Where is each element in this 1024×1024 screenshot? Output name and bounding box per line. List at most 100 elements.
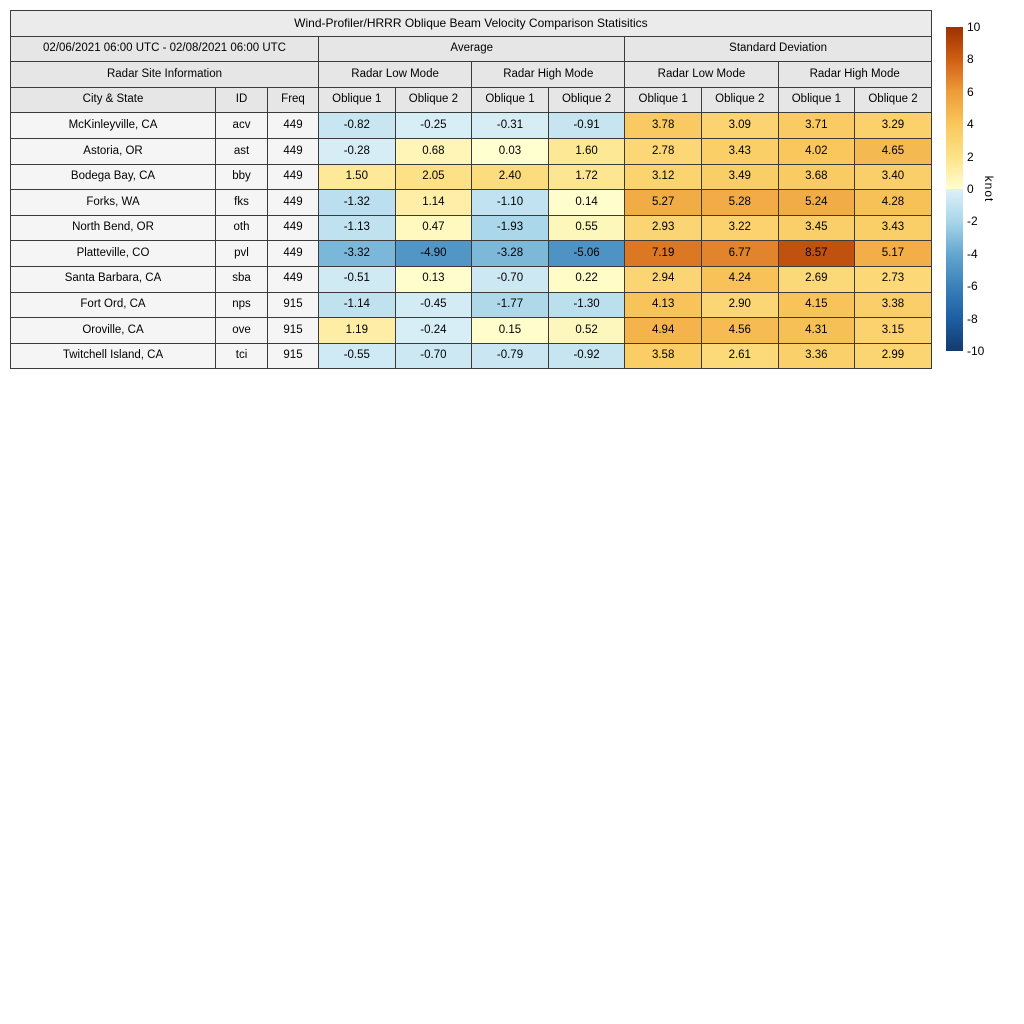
avg-low-oblique2-cell: 2.05 xyxy=(394,163,473,191)
avg-low-oblique1-cell: -1.13 xyxy=(318,214,396,242)
colorbar-tick-label: -6 xyxy=(967,279,978,294)
avg-high-mode-header: Radar High Mode xyxy=(471,61,626,88)
std-low-oblique1-cell: 2.94 xyxy=(624,265,702,293)
std-low-oblique2-cell: 2.61 xyxy=(700,342,779,370)
radar-site-info-header: Radar Site Information xyxy=(10,61,319,88)
table-row: Platteville, CO pvl 449 -3.32 -4.90 -3.28 -5.0… xyxy=(10,240,932,267)
avg-high-oblique2-cell: -1.30 xyxy=(547,291,626,319)
avg-low-oblique1-cell: -0.55 xyxy=(318,342,396,370)
std-high-oblique2-cell: 3.43 xyxy=(854,214,932,242)
avg-high-oblique2-cell: 1.72 xyxy=(547,163,626,191)
id-cell: nps xyxy=(215,291,268,319)
colorbar-tick-label: -8 xyxy=(967,311,978,326)
std-low-oblique1-cell: 4.13 xyxy=(624,291,702,319)
colorbar-gradient xyxy=(946,27,963,351)
std-low-oblique1-cell: 4.94 xyxy=(624,317,702,344)
date-range-cell: 02/06/2021 06:00 UTC - 02/08/2021 06:00 … xyxy=(10,35,319,63)
colorbar-tick-label: -10 xyxy=(967,344,985,358)
colorbar-tick-label: 6 xyxy=(967,84,974,99)
freq-cell: 915 xyxy=(267,317,319,344)
avg-low-oblique2-cell: 0.47 xyxy=(394,214,473,242)
col-header-freq: Freq xyxy=(267,86,319,114)
comparison-table: Wind-Profiler/HRRR Oblique Beam Velocity… xyxy=(10,10,932,370)
table-row: North Bend, OR oth 449 -1.13 0.47 -1.93 0.55 2.… xyxy=(10,214,932,242)
avg-high-oblique2-cell: 0.14 xyxy=(547,189,626,216)
mode-row: Radar Site Information Radar Low Mode Ra… xyxy=(10,61,932,88)
avg-low-oblique1-cell: -1.32 xyxy=(318,189,396,216)
col-header-std-low-oblique2: Oblique 2 xyxy=(700,86,779,114)
std-low-oblique2-cell: 2.90 xyxy=(700,291,779,319)
std-low-oblique2-cell: 6.77 xyxy=(700,240,779,267)
city-cell: North Bend, OR xyxy=(10,214,216,242)
city-cell: Santa Barbara, CA xyxy=(10,265,216,293)
table-row: Forks, WA fks 449 -1.32 1.14 -1.10 0.14 5.27 5.2… xyxy=(10,189,932,216)
std-low-oblique1-cell: 3.78 xyxy=(624,112,702,139)
std-high-oblique1-cell: 3.45 xyxy=(777,214,856,242)
avg-low-oblique1-cell: -0.82 xyxy=(318,112,396,139)
std-high-oblique1-cell: 4.15 xyxy=(777,291,856,319)
title-row: Wind-Profiler/HRRR Oblique Beam Velocity… xyxy=(10,10,932,37)
city-cell: Astoria, OR xyxy=(10,137,216,165)
std-high-oblique1-cell: 8.57 xyxy=(777,240,856,267)
std-low-oblique2-cell: 3.22 xyxy=(700,214,779,242)
table-row: Twitchell Island, CA tci 915 -0.55 -0.70 -0.7… xyxy=(10,342,932,370)
std-high-oblique1-cell: 3.36 xyxy=(777,342,856,370)
col-header-avg-low-oblique2: Oblique 2 xyxy=(394,86,473,114)
avg-high-oblique2-cell: -5.06 xyxy=(547,240,626,267)
city-cell: Forks, WA xyxy=(10,189,216,216)
avg-high-oblique2-cell: -0.91 xyxy=(547,112,626,139)
std-high-oblique1-cell: 4.02 xyxy=(777,137,856,165)
avg-low-oblique2-cell: -0.70 xyxy=(394,342,473,370)
std-high-oblique2-cell: 5.17 xyxy=(854,240,932,267)
std-high-oblique1-cell: 3.68 xyxy=(777,163,856,191)
colorbar-tick-label: 0 xyxy=(967,182,974,196)
column-header-row: City & State ID Freq Oblique 1 Oblique 2… xyxy=(10,86,932,114)
table-row: Fort Ord, CA nps 915 -1.14 -0.45 -1.77 -1.30 4.… xyxy=(10,291,932,319)
colorbar-tick-label: 10 xyxy=(967,20,981,34)
avg-high-oblique2-cell: 0.22 xyxy=(547,265,626,293)
avg-low-oblique2-cell: -4.90 xyxy=(394,240,473,267)
table-row: Bodega Bay, CA bby 449 1.50 2.05 2.40 1.72 3.12… xyxy=(10,163,932,191)
freq-cell: 449 xyxy=(267,137,319,165)
table-row: Santa Barbara, CA sba 449 -0.51 0.13 -0.70 0.2… xyxy=(10,265,932,293)
avg-low-oblique1-cell: -1.14 xyxy=(318,291,396,319)
avg-high-oblique2-cell: 0.55 xyxy=(547,214,626,242)
col-header-std-low-oblique1: Oblique 1 xyxy=(624,86,702,114)
colorbar-tick-label: 8 xyxy=(967,52,974,67)
std-high-oblique2-cell: 4.65 xyxy=(854,137,932,165)
avg-low-oblique2-cell: -0.25 xyxy=(394,112,473,139)
freq-cell: 449 xyxy=(267,112,319,139)
col-header-avg-high-oblique1: Oblique 1 xyxy=(471,86,549,114)
freq-cell: 449 xyxy=(267,189,319,216)
colorbar-tick-label: -4 xyxy=(967,246,978,261)
id-cell: acv xyxy=(215,112,268,139)
std-high-oblique1-cell: 2.69 xyxy=(777,265,856,293)
std-low-mode-header: Radar Low Mode xyxy=(624,61,779,88)
std-high-mode-header: Radar High Mode xyxy=(777,61,932,88)
avg-high-oblique1-cell: 2.40 xyxy=(471,163,549,191)
id-cell: tci xyxy=(215,342,268,370)
avg-low-oblique1-cell: -3.32 xyxy=(318,240,396,267)
std-low-oblique2-cell: 5.28 xyxy=(700,189,779,216)
avg-high-oblique1-cell: -3.28 xyxy=(471,240,549,267)
id-cell: ast xyxy=(215,137,268,165)
avg-low-mode-header: Radar Low Mode xyxy=(317,61,473,88)
std-high-oblique2-cell: 3.15 xyxy=(854,317,932,344)
std-high-oblique2-cell: 2.99 xyxy=(854,342,932,370)
avg-low-oblique1-cell: -0.28 xyxy=(318,137,396,165)
colorbar: knot 10 8 6 4 2 0 -2 -4 -6 -8 -10 xyxy=(946,20,1024,358)
avg-low-oblique1-cell: 1.19 xyxy=(318,317,396,344)
avg-high-oblique1-cell: -1.77 xyxy=(471,291,549,319)
table-row: Astoria, OR ast 449 -0.28 0.68 0.03 1.60 2.78 3.… xyxy=(10,137,932,165)
std-high-oblique2-cell: 3.40 xyxy=(854,163,932,191)
id-cell: ove xyxy=(215,317,268,344)
avg-low-oblique2-cell: -0.24 xyxy=(394,317,473,344)
city-cell: Platteville, CO xyxy=(10,240,216,267)
city-cell: McKinleyville, CA xyxy=(10,112,216,139)
colorbar-tick-label: 4 xyxy=(967,117,974,132)
col-header-id: ID xyxy=(215,86,268,114)
std-high-oblique1-cell: 3.71 xyxy=(777,112,856,139)
id-cell: pvl xyxy=(215,240,268,267)
avg-high-oblique1-cell: -1.10 xyxy=(471,189,549,216)
